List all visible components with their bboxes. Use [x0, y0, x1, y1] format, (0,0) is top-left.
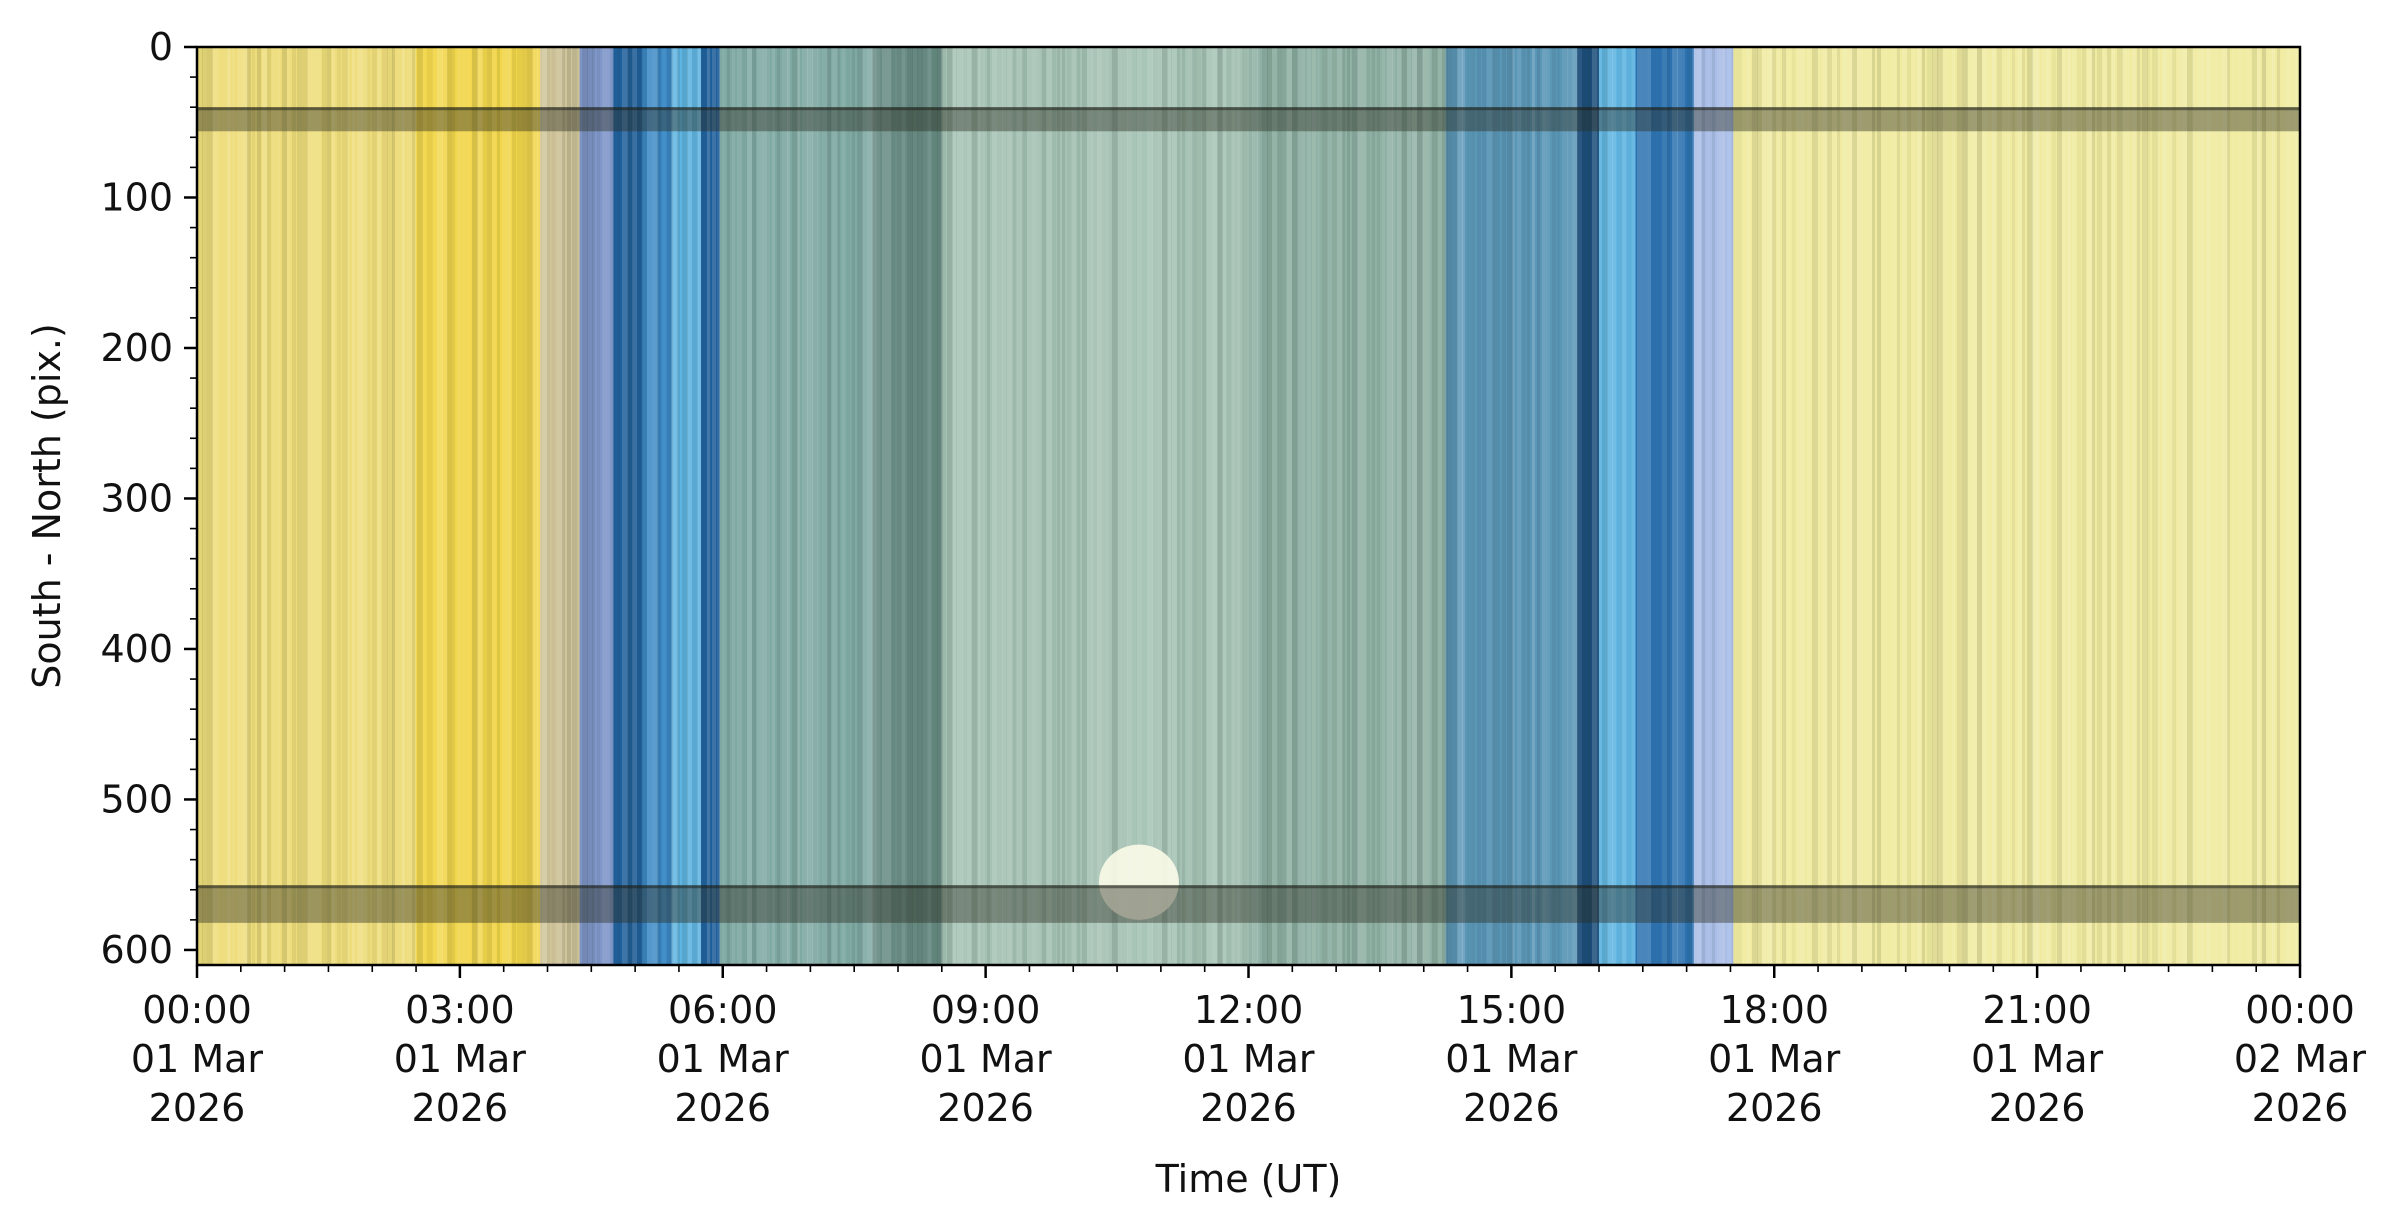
plot-area [197, 47, 2300, 965]
y-axis-title: South - North (pix.) [25, 323, 69, 689]
y-tick-label-5: 500 [100, 777, 173, 821]
x-tick-label-3: 09:00 01 Mar 2026 [920, 988, 1053, 1130]
color-band-9 [871, 47, 942, 965]
bright-patch [1098, 844, 1179, 920]
x-axis: 00:00 01 Mar 2026 03:00 01 Mar 2026 06:00 01 Ma… [131, 965, 2367, 1130]
y-tick-label-1: 100 [100, 175, 173, 219]
color-band-8 [719, 47, 872, 965]
x-tick-label-8: 00:00 02 Mar 2026 [2234, 988, 2367, 1130]
x-tick-label-7: 21:00 01 Mar 2026 [1971, 988, 2104, 1130]
x-tick-label-0: 00:00 01 Mar 2026 [131, 988, 264, 1130]
y-axis: 0 100 200 300 400 500 600 [100, 25, 197, 972]
color-band-2 [540, 47, 580, 965]
x-tick-label-2: 06:00 01 Mar 2026 [657, 988, 790, 1130]
y-tick-label-6: 600 [100, 928, 173, 972]
dark-row-1 [197, 885, 2300, 923]
x-axis-title: Time (UT) [1155, 1157, 1342, 1201]
dark-row-0 [197, 107, 2300, 132]
color-band-5 [642, 47, 672, 965]
color-band-14 [1599, 47, 1636, 965]
y-tick-label-2: 200 [100, 326, 173, 370]
y-tick-label-3: 300 [100, 476, 173, 520]
color-band-13 [1577, 47, 1599, 965]
y-tick-label-0: 0 [149, 25, 173, 69]
x-tick-label-4: 12:00 01 Mar 2026 [1182, 988, 1315, 1130]
x-tick-label-6: 18:00 01 Mar 2026 [1708, 988, 1841, 1130]
color-band-15 [1635, 47, 1694, 965]
color-band-12 [1445, 47, 1578, 965]
color-band-0 [197, 47, 417, 965]
y-tick-label-4: 400 [100, 627, 173, 671]
color-band-1 [416, 47, 541, 965]
color-band-6 [671, 47, 701, 965]
color-band-17 [1733, 47, 2300, 965]
streak-texture [197, 47, 2300, 965]
color-band-16 [1693, 47, 1734, 965]
color-band-7 [700, 47, 720, 965]
color-band-4 [613, 47, 643, 965]
color-band-11 [1248, 47, 1446, 965]
x-tick-label-1: 03:00 01 Mar 2026 [394, 988, 527, 1130]
x-tick-label-5: 15:00 01 Mar 2026 [1445, 988, 1578, 1130]
color-band-3 [579, 47, 614, 965]
color-band-10 [941, 47, 1249, 965]
